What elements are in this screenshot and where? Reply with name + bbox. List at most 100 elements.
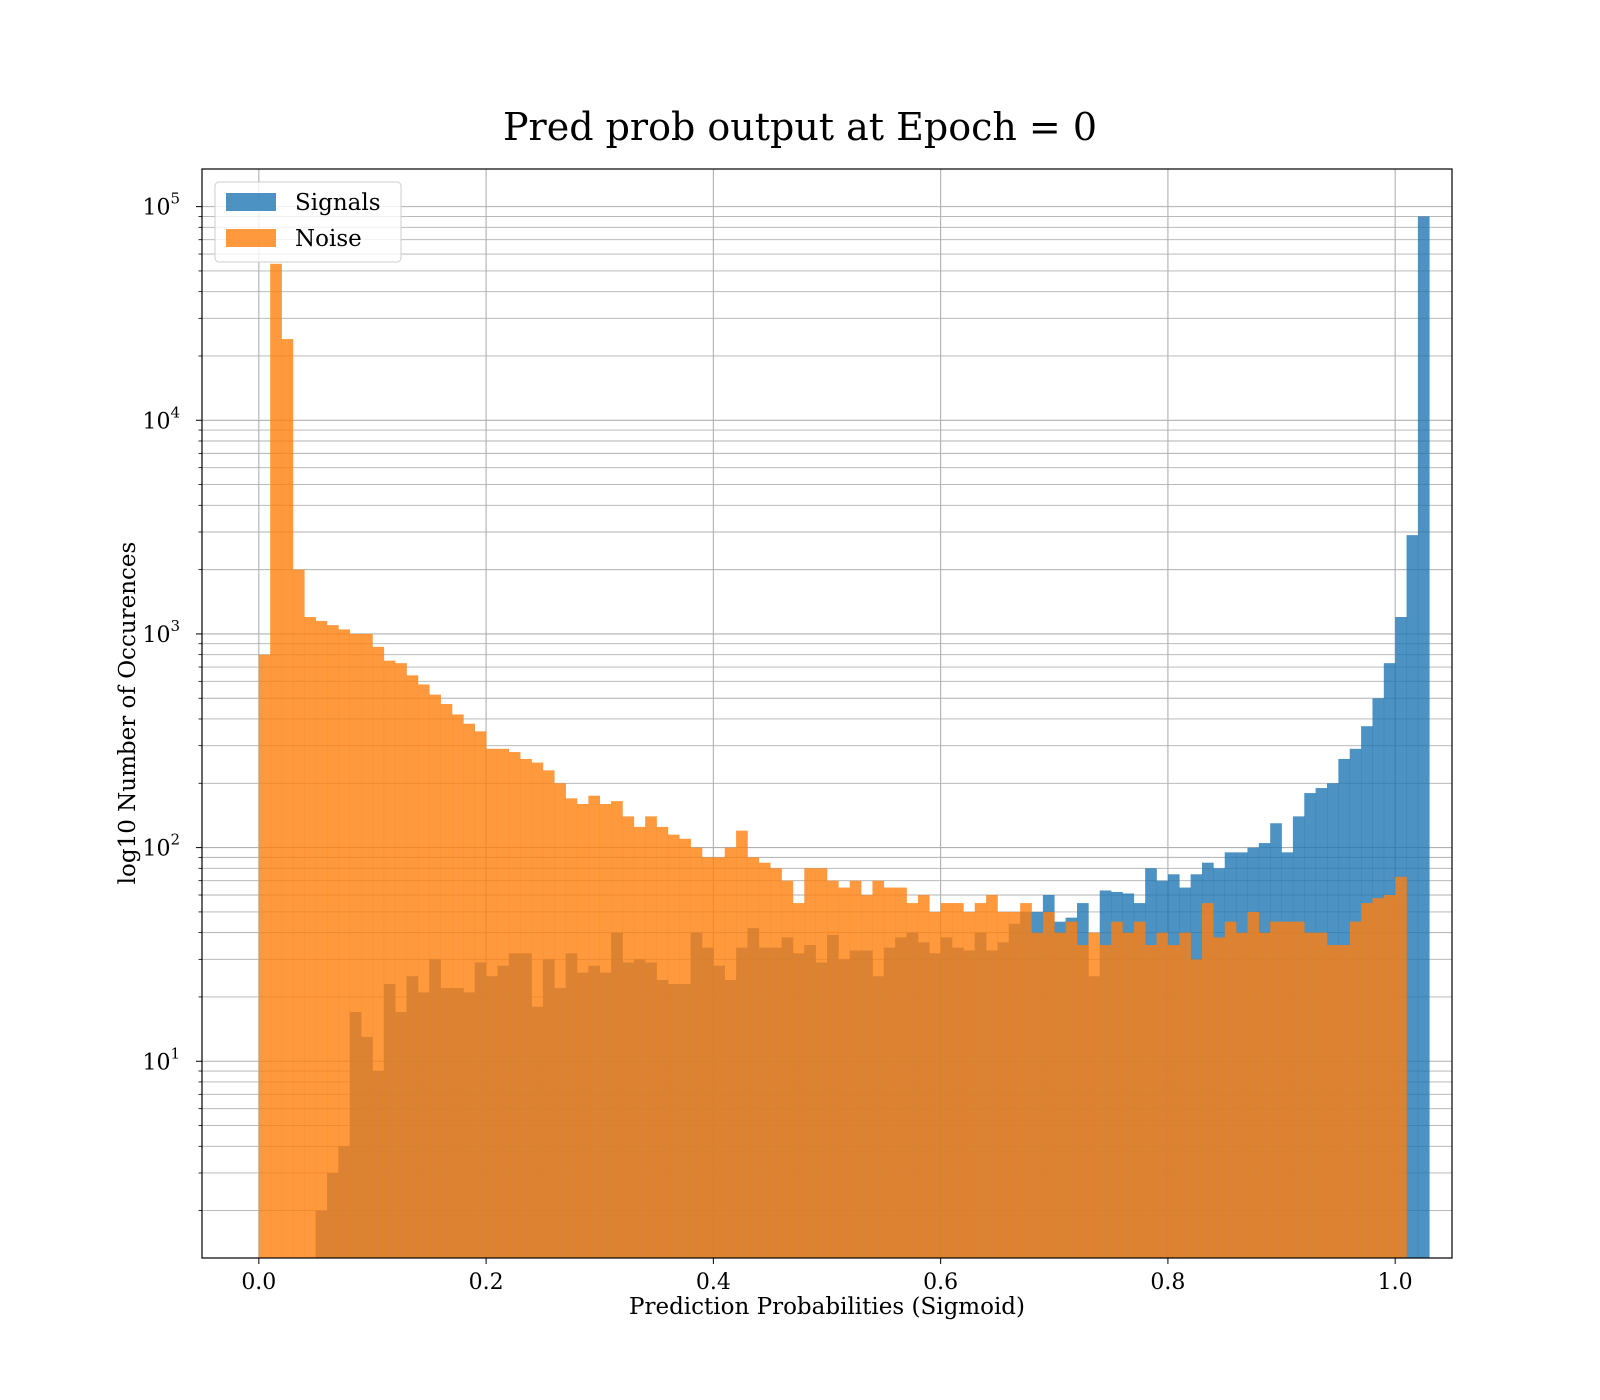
- bar-noise: [1190, 959, 1203, 1258]
- bar-noise: [917, 895, 930, 1258]
- bar-noise: [622, 816, 635, 1258]
- bar-noise: [713, 857, 726, 1258]
- y-tick-label: 102: [142, 831, 180, 862]
- bars: [258, 216, 1430, 1259]
- bar-noise: [599, 803, 612, 1258]
- x-tick-label: 0.6: [923, 1270, 958, 1295]
- bar-noise: [1133, 921, 1146, 1258]
- bar-noise: [417, 684, 430, 1258]
- y-tick-label: 103: [142, 617, 180, 648]
- bar-noise: [1031, 932, 1044, 1258]
- bar-noise: [463, 723, 476, 1258]
- bar-noise: [1065, 921, 1078, 1258]
- legend-label-noise: Noise: [295, 226, 362, 252]
- bar-noise: [508, 752, 521, 1258]
- x-tick-label: 0.8: [1150, 1270, 1185, 1295]
- bar-noise: [645, 816, 657, 1258]
- bar-noise: [736, 830, 748, 1258]
- bar-noise: [724, 847, 737, 1258]
- bar-noise: [292, 569, 305, 1258]
- bar-noise: [1349, 921, 1362, 1258]
- bar-noise: [1202, 903, 1214, 1258]
- x-tick-label: 1.0: [1378, 1270, 1413, 1295]
- series-noise: [258, 263, 1407, 1258]
- bar-signals: [1417, 216, 1430, 1259]
- x-axis-label: Prediction Probabilities (Sigmoid): [629, 1294, 1025, 1320]
- bar-noise: [633, 826, 646, 1258]
- bar-noise: [1213, 937, 1226, 1258]
- bar-noise: [758, 862, 771, 1258]
- bar-noise: [861, 895, 873, 1258]
- bar-noise: [974, 903, 987, 1258]
- bar-noise: [565, 798, 578, 1258]
- bar-noise: [429, 694, 441, 1258]
- y-tick-label: 101: [142, 1044, 180, 1075]
- bar-noise: [770, 868, 782, 1258]
- bar-noise: [872, 880, 885, 1258]
- bar-noise: [1179, 932, 1191, 1258]
- bar-noise: [611, 801, 623, 1258]
- bar-noise: [940, 903, 953, 1258]
- bar-noise: [1361, 903, 1373, 1258]
- legend-swatch-signals: [226, 193, 276, 211]
- bar-noise: [349, 633, 362, 1258]
- bar-noise: [679, 838, 691, 1258]
- bar-noise: [656, 826, 669, 1258]
- bar-noise: [838, 887, 851, 1258]
- plot-frame: [201, 168, 1453, 1259]
- bar-noise: [531, 762, 544, 1258]
- bar-noise: [1383, 895, 1396, 1258]
- bar-noise: [406, 675, 419, 1258]
- x-tick-label: 0.4: [696, 1270, 731, 1295]
- bar-noise: [963, 911, 976, 1258]
- bar-noise: [1281, 921, 1294, 1258]
- bar-noise: [1156, 932, 1169, 1258]
- bar-noise: [1236, 932, 1248, 1258]
- bar-noise: [690, 847, 703, 1258]
- bar-noise: [883, 887, 896, 1258]
- bar-noise: [1077, 945, 1089, 1258]
- bar-noise: [1122, 932, 1135, 1258]
- bar-noise: [849, 880, 862, 1258]
- bar-noise: [1042, 911, 1055, 1258]
- bar-noise: [577, 803, 589, 1258]
- bar-noise: [997, 911, 1010, 1258]
- bar-noise: [1020, 903, 1032, 1258]
- x-tick-label: 0.2: [469, 1270, 504, 1295]
- y-tick-label: 105: [142, 190, 180, 221]
- y-tick-label: 104: [142, 403, 180, 434]
- bar-noise: [1167, 945, 1180, 1258]
- bar-noise: [667, 834, 680, 1258]
- bar-noise: [1247, 911, 1260, 1258]
- bar-noise: [815, 868, 828, 1258]
- bar-noise: [1338, 945, 1351, 1258]
- bar-noise: [315, 620, 328, 1258]
- bar-noise: [1327, 945, 1339, 1258]
- bar-noise: [1111, 921, 1123, 1258]
- y-axis-label: log10 Number of Occurences: [115, 542, 141, 885]
- bar-signals: [1406, 535, 1419, 1258]
- bar-noise: [520, 758, 532, 1258]
- bar-noise: [497, 748, 510, 1258]
- bar-noise: [361, 633, 373, 1258]
- legend-swatch-noise: [226, 229, 276, 247]
- y-axis-ticks: 101 102 103 104 105: [142, 190, 202, 1212]
- bar-noise: [304, 617, 316, 1258]
- x-axis-ticks: 0.0 0.2 0.4 0.6 0.8 1.0: [241, 1258, 1413, 1295]
- bar-noise: [383, 660, 396, 1258]
- bar-noise: [542, 770, 555, 1258]
- bar-noise: [952, 903, 964, 1258]
- bar-noise: [986, 895, 998, 1258]
- legend: Signals Noise: [214, 181, 402, 263]
- bar-noise: [1088, 932, 1101, 1258]
- bar-noise: [804, 868, 816, 1258]
- bar-noise: [1270, 921, 1282, 1258]
- bar-noise: [474, 731, 487, 1258]
- bar-noise: [338, 629, 351, 1258]
- chart-title: Pred prob output at Epoch = 0: [503, 105, 1097, 149]
- bar-noise: [1099, 945, 1112, 1258]
- bar-noise: [1054, 932, 1066, 1258]
- bar-noise: [702, 857, 714, 1258]
- bar-noise: [395, 663, 407, 1258]
